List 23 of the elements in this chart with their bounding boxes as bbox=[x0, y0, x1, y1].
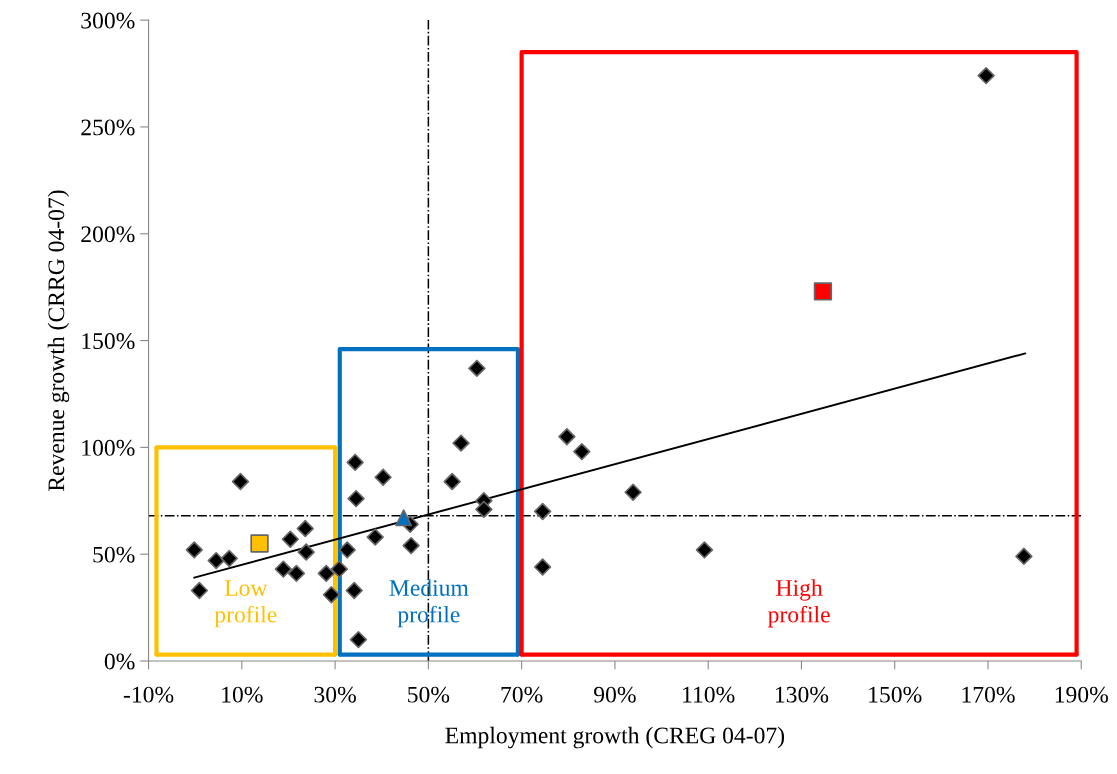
text: Medium profile bbox=[389, 579, 469, 628]
x-tick-label: 170% bbox=[962, 686, 1015, 703]
x-tick-label: 150% bbox=[869, 686, 922, 703]
y-tick-label: 250% bbox=[81, 119, 135, 136]
x-tick-label: 10% bbox=[222, 686, 263, 703]
x-tick-label: -10% bbox=[123, 686, 174, 703]
x-tick-label: 50% bbox=[408, 686, 450, 703]
x-tick-label: 70% bbox=[501, 686, 543, 703]
y-tick-label: 0% bbox=[104, 653, 135, 670]
y-tick-label: 200% bbox=[81, 226, 135, 243]
x-axis-title: Employment growth (CREG 04-07) bbox=[445, 726, 785, 749]
y-axis-title: Revenue growth (CRRG 04-07) bbox=[47, 190, 70, 492]
x-tick-label: 130% bbox=[775, 686, 829, 703]
text: Low profile bbox=[214, 580, 277, 628]
x-tick-label: 110% bbox=[683, 686, 735, 703]
text: High profile bbox=[768, 579, 830, 628]
x-tick-label: 190% bbox=[1055, 686, 1108, 703]
x-tick-label: 30% bbox=[314, 686, 356, 703]
y-tick-label: 100% bbox=[82, 439, 135, 456]
x-tick-label: 90% bbox=[594, 686, 636, 703]
y-tick-label: 300% bbox=[81, 12, 135, 29]
y-tick-label: 50% bbox=[93, 546, 135, 563]
y-tick-label: 150% bbox=[82, 333, 135, 350]
